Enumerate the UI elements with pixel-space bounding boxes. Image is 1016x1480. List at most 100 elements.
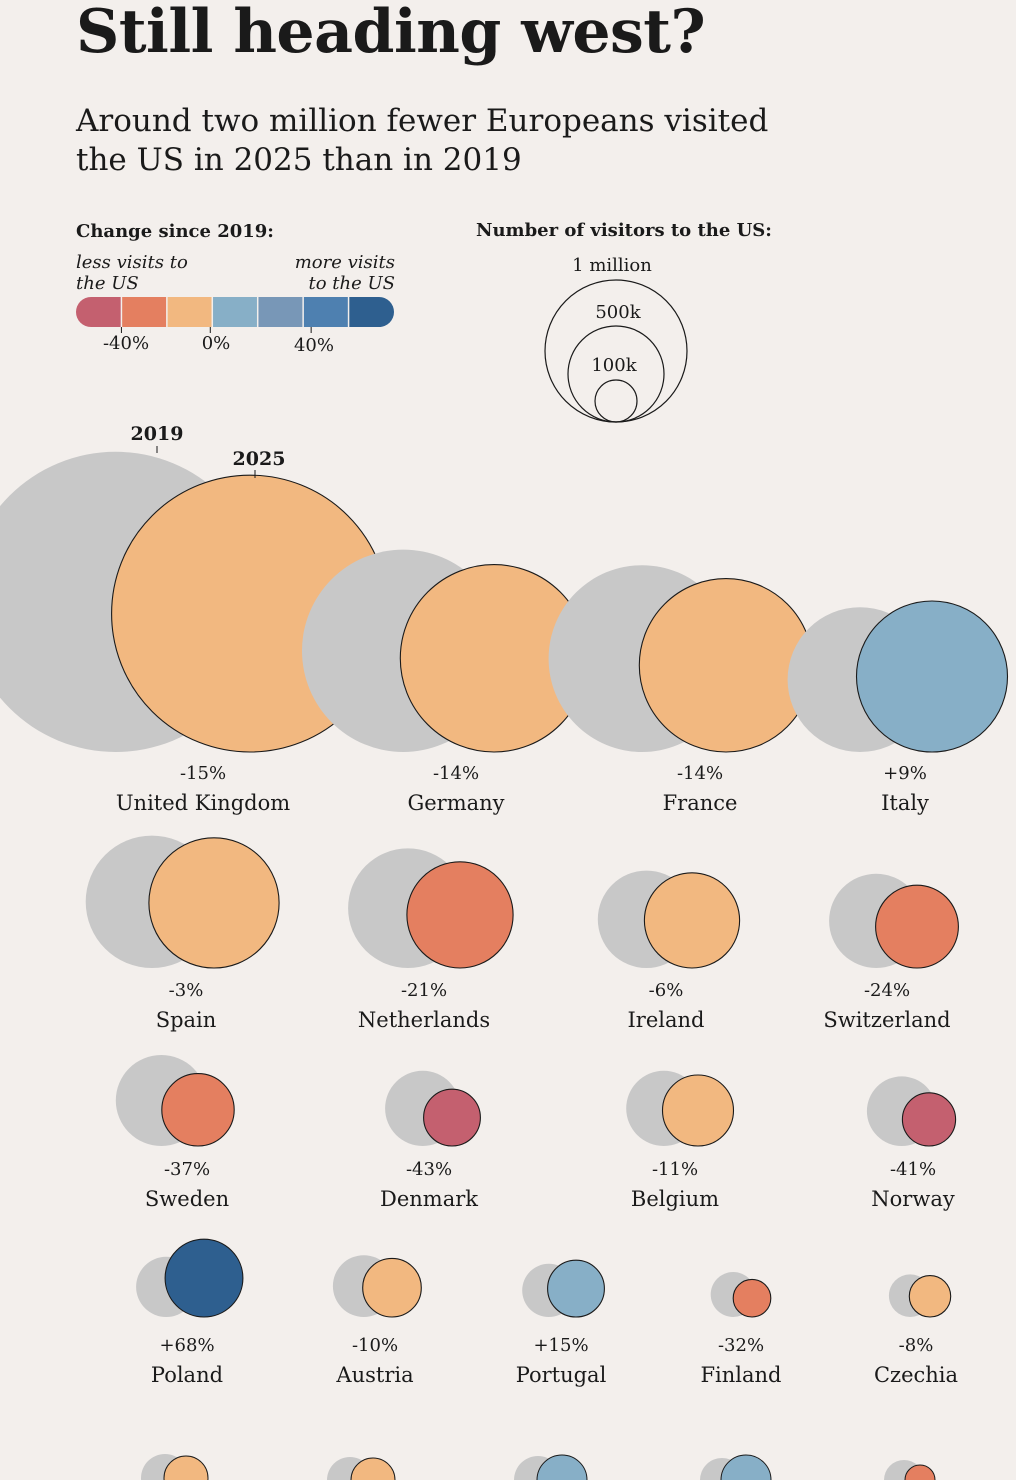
bubble-2025 [901,1092,957,1147]
bubble-2025 [423,1088,481,1147]
country-bubble-sweden: -37% Sweden [115,1055,235,1211]
country-label: Denmark [380,1187,478,1211]
page-subtitle: Around two million fewer Europeans visit… [76,103,769,178]
size-legend: Number of visitors to the US: 1 million … [476,220,772,423]
color-scale-segment [212,297,259,327]
size-legend-circle-100k [594,379,638,423]
change-label: +68% [159,1335,214,1356]
country-bubble-austria: -10% Austria [332,1255,422,1387]
cropped-row [141,1454,936,1480]
country-bubble-denmark: -43% Denmark [380,1070,481,1211]
bubble-group: -15% United Kingdom -14% Germany -14% France +… [0,451,1009,1387]
country-label: France [663,791,738,815]
country-bubble-finland: -32% Finland [700,1272,782,1387]
country-bubble-switzerland: -24% Switzerland [823,873,959,1032]
change-label: -6% [649,980,684,1001]
color-legend: Change since 2019: less visits to the US… [76,221,395,356]
page-title: Still heading west? [76,0,706,67]
change-label: -21% [401,980,447,1001]
country-label: Sweden [145,1187,229,1211]
country-label: Switzerland [823,1008,950,1032]
change-label: -41% [890,1159,936,1180]
color-legend-right-note-line2: to the US [309,273,396,294]
size-legend-label-1m: 1 million [572,255,652,276]
country-label: Netherlands [358,1008,490,1032]
change-label: -3% [169,980,204,1001]
country-bubble-norway: -41% Norway [866,1076,957,1211]
country-bubble-netherlands: -21% Netherlands [348,848,514,1032]
color-legend-tick-minus40: -40% [103,333,149,354]
country-label: United Kingdom [116,791,290,815]
color-scale-segment [76,297,122,327]
year-label-2019: 2019 [131,423,184,445]
change-label: -32% [718,1335,764,1356]
bubble-2025 [161,1073,235,1147]
bubble-2025 [406,861,514,969]
year-annotation: 2019 2025 [131,423,286,478]
color-scale-segment [121,297,168,327]
size-legend-title: Number of visitors to the US: [476,220,772,241]
change-label: -14% [677,763,723,784]
country-label: Czechia [874,1363,958,1387]
country-bubble-portugal: +15% Portugal [516,1259,607,1387]
cropped-bubble-2025 [163,1455,209,1480]
bubble-2025 [148,837,280,969]
country-bubble-germany: -14% Germany [302,549,589,815]
country-label: Ireland [628,1008,705,1032]
change-label: -37% [164,1159,210,1180]
color-legend-title: Change since 2019: [76,221,274,242]
bubble-2025 [855,600,1009,753]
change-label: -10% [352,1335,398,1356]
color-scale-bar [76,297,394,333]
country-bubble-ireland: -6% Ireland [597,870,741,1032]
color-scale-segment [303,297,350,327]
change-label: -8% [899,1335,934,1356]
country-label: Spain [156,1008,217,1032]
country-label: Norway [871,1187,955,1211]
country-bubble-poland: +68% Poland [136,1238,244,1387]
country-label: Austria [335,1363,413,1387]
cropped-bubble-2025 [536,1454,588,1480]
size-legend-label-100k: 100k [591,355,637,376]
color-legend-left-note-line2: the US [76,273,139,294]
country-label: Germany [407,791,504,815]
country-label: Belgium [631,1187,719,1211]
country-label: Poland [151,1363,223,1387]
color-scale-segment [348,297,394,327]
bubble-2025 [547,1259,605,1318]
country-bubble-italy: +9% Italy [787,600,1009,815]
color-legend-tick-40: 40% [294,335,334,356]
bubble-2025 [164,1238,244,1318]
change-label: -11% [652,1159,698,1180]
change-label: -43% [406,1159,452,1180]
change-label: +15% [533,1335,588,1356]
cropped-bubble-2025 [720,1454,772,1480]
country-label: Portugal [516,1363,607,1387]
change-label: +9% [883,763,927,784]
change-label: -24% [864,980,910,1001]
country-bubble-belgium: -11% Belgium [626,1070,735,1211]
bubble-2025 [643,872,741,969]
country-label: Finland [700,1363,781,1387]
cropped-bubble-2025 [904,1464,936,1480]
country-bubble-spain: -3% Spain [85,835,280,1032]
size-legend-label-500k: 500k [595,302,641,323]
bubble-2025 [732,1278,772,1318]
color-scale-segment [166,297,213,327]
color-legend-right-note-line1: more visits [295,252,395,273]
year-label-2025: 2025 [233,448,286,470]
color-legend-left-note-line1: less visits to [76,252,188,273]
bubble-2025 [638,578,814,753]
color-scale-segment [257,297,304,327]
bubble-2025 [875,884,959,969]
bubble-2025 [908,1275,952,1318]
change-label: -15% [180,763,226,784]
country-bubble-france: -14% France [548,565,814,815]
change-label: -14% [433,763,479,784]
bubble-2025 [661,1074,735,1147]
cropped-bubble-2025 [350,1457,396,1480]
country-bubble-czechia: -8% Czechia [874,1274,958,1387]
country-label: Italy [881,791,929,815]
bubble-2025 [362,1257,422,1318]
